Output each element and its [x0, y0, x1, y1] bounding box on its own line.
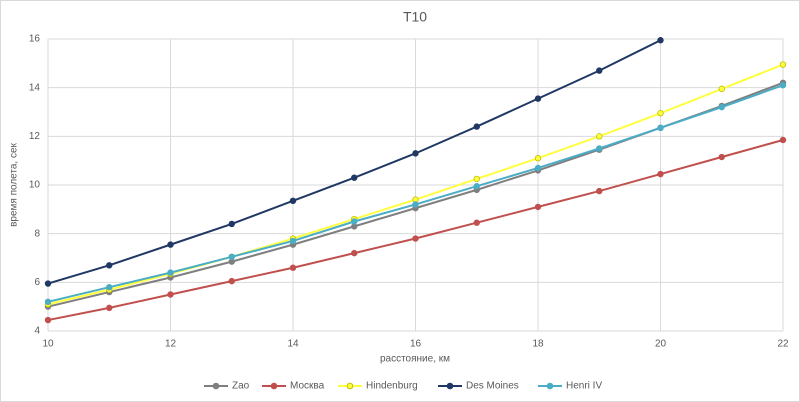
point [44, 280, 52, 287]
point [779, 61, 787, 68]
point [718, 85, 725, 93]
point [534, 155, 542, 162]
legend-label: Des Moines [466, 381, 519, 392]
legend-label: Henri IV [566, 381, 602, 392]
point [473, 183, 480, 190]
y-tick-label: 12 [29, 131, 41, 142]
x-tick-label: 22 [777, 339, 789, 350]
y-tick-label: 16 [29, 34, 41, 45]
point [657, 110, 664, 117]
x-tick-label: 16 [410, 339, 422, 350]
point [351, 218, 358, 225]
x-axis-label: расстояние, км [380, 354, 450, 365]
point [289, 264, 297, 271]
point [779, 82, 787, 89]
point [718, 153, 725, 161]
point [106, 284, 113, 291]
y-tick-label: 4 [34, 326, 40, 337]
x-tick-label: 10 [42, 339, 54, 350]
x-tick-label: 12 [165, 339, 177, 350]
legend-label: Hindenburg [366, 381, 418, 392]
point [657, 37, 664, 44]
point [228, 220, 235, 228]
point [44, 298, 52, 305]
point [228, 253, 235, 260]
point [596, 145, 603, 152]
point [473, 123, 480, 130]
point [473, 175, 480, 183]
point [289, 197, 297, 205]
legend-marker [270, 382, 278, 390]
y-tick-label: 6 [34, 277, 40, 288]
point [657, 124, 664, 132]
point [44, 316, 52, 324]
y-tick-label: 8 [34, 228, 40, 239]
x-tick-label: 20 [655, 339, 667, 350]
y-axis-label: время полета, сек [9, 142, 20, 226]
point [228, 277, 235, 285]
y-tick-label: 10 [29, 180, 41, 191]
legend-marker [346, 382, 354, 390]
legend-marker [546, 382, 554, 390]
point [718, 103, 725, 111]
point [412, 235, 419, 242]
point [473, 219, 480, 226]
point [106, 304, 113, 312]
chart-title: T10 [403, 9, 427, 25]
point [596, 133, 603, 140]
point [534, 95, 542, 102]
point [167, 291, 174, 298]
point [167, 241, 174, 248]
point [412, 150, 419, 157]
point [351, 249, 358, 257]
point [289, 237, 297, 245]
point [106, 262, 113, 269]
legend-marker [446, 382, 454, 390]
point [412, 201, 419, 208]
y-tick-label: 14 [29, 82, 41, 93]
x-tick-label: 14 [287, 339, 299, 350]
point [596, 187, 603, 195]
point [534, 164, 542, 172]
legend-label: Zao [232, 381, 250, 392]
point [779, 136, 787, 144]
x-tick-label: 18 [532, 339, 544, 350]
point [351, 174, 358, 181]
legend-label: Москва [290, 381, 325, 392]
point [657, 170, 664, 178]
point [167, 269, 174, 276]
point [596, 67, 603, 74]
point [534, 203, 542, 211]
legend-marker [212, 382, 220, 390]
